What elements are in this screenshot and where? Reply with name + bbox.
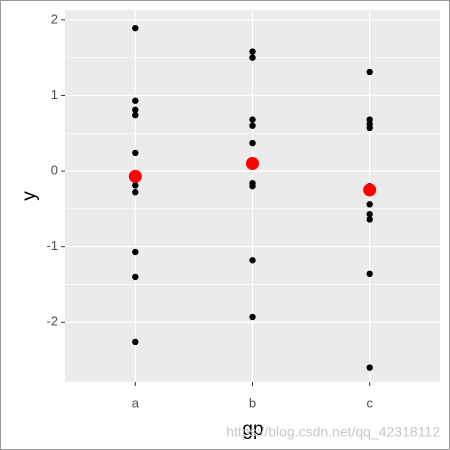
point	[132, 97, 139, 104]
point	[132, 106, 139, 114]
mean-point	[246, 156, 259, 170]
y-tick-label: 0	[51, 162, 58, 177]
y-tick-label: 2	[51, 11, 58, 26]
point	[132, 111, 139, 119]
watermark: https://blog.csdn.net/qq_42318112	[226, 424, 440, 440]
point	[366, 68, 373, 76]
y-axis-title: y	[19, 191, 40, 201]
point	[366, 124, 373, 132]
point	[249, 122, 256, 129]
point	[132, 149, 139, 157]
point	[132, 273, 139, 281]
x-tick-label: b	[249, 395, 256, 410]
marks	[128, 24, 377, 371]
mean-point	[128, 169, 142, 183]
point	[249, 313, 256, 321]
point	[366, 116, 373, 123]
point	[132, 338, 139, 346]
point	[132, 189, 139, 196]
point	[366, 201, 373, 208]
mean-point	[363, 183, 377, 197]
x-tick-label: a	[132, 395, 140, 410]
y-tick-label: -2	[46, 314, 58, 329]
point	[132, 182, 139, 189]
point	[249, 54, 256, 61]
point	[249, 182, 256, 190]
point	[249, 116, 256, 123]
y-tick-label: 1	[51, 87, 58, 102]
x-axis-title: gp	[242, 419, 263, 440]
point	[249, 257, 256, 264]
point	[132, 24, 139, 32]
x-tick-label: c	[366, 395, 373, 410]
point	[249, 48, 256, 55]
point	[132, 248, 139, 256]
y-tick-label: -1	[46, 238, 58, 253]
point	[366, 364, 373, 371]
point	[366, 216, 373, 223]
point	[366, 270, 373, 278]
point	[366, 210, 373, 218]
point	[249, 139, 256, 147]
